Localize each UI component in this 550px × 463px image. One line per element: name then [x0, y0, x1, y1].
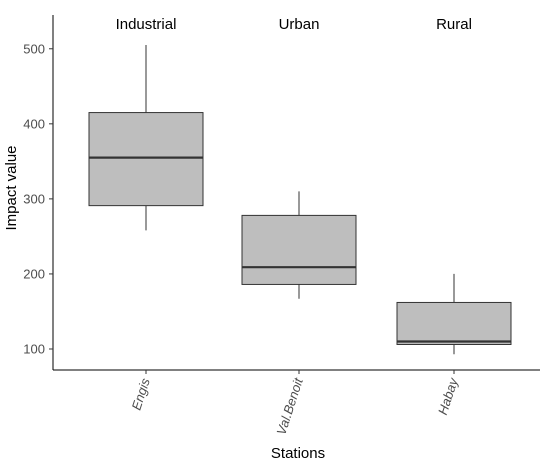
box-iqr — [88, 112, 204, 207]
box-iqr — [241, 214, 357, 285]
x-tick-label: Val.Benoit — [273, 375, 306, 437]
y-tick-label: 200 — [23, 266, 45, 281]
x-axis-title: Stations — [271, 445, 325, 462]
y-tick-label: 400 — [23, 116, 45, 131]
y-tick-label: 500 — [23, 41, 45, 56]
group-labels: Industrial Urban Rural — [116, 16, 472, 33]
y-tick-label: 100 — [23, 341, 45, 356]
box-val-benoit — [241, 191, 357, 299]
x-axis-ticks: Engis Val.Benoit Habay — [129, 370, 461, 437]
group-label: Rural — [436, 16, 472, 33]
y-axis-ticks: 100 200 300 400 500 — [23, 41, 53, 356]
box-iqr — [396, 301, 512, 345]
y-axis-title: Impact value — [3, 145, 20, 230]
group-label: Industrial — [116, 16, 177, 33]
group-label: Urban — [279, 16, 320, 33]
box-engis — [88, 45, 204, 231]
box-habay — [396, 273, 512, 355]
y-tick-label: 300 — [23, 191, 45, 206]
x-tick-label: Engis — [129, 376, 153, 412]
plot-area — [88, 45, 512, 355]
x-tick-label: Habay — [435, 375, 461, 417]
